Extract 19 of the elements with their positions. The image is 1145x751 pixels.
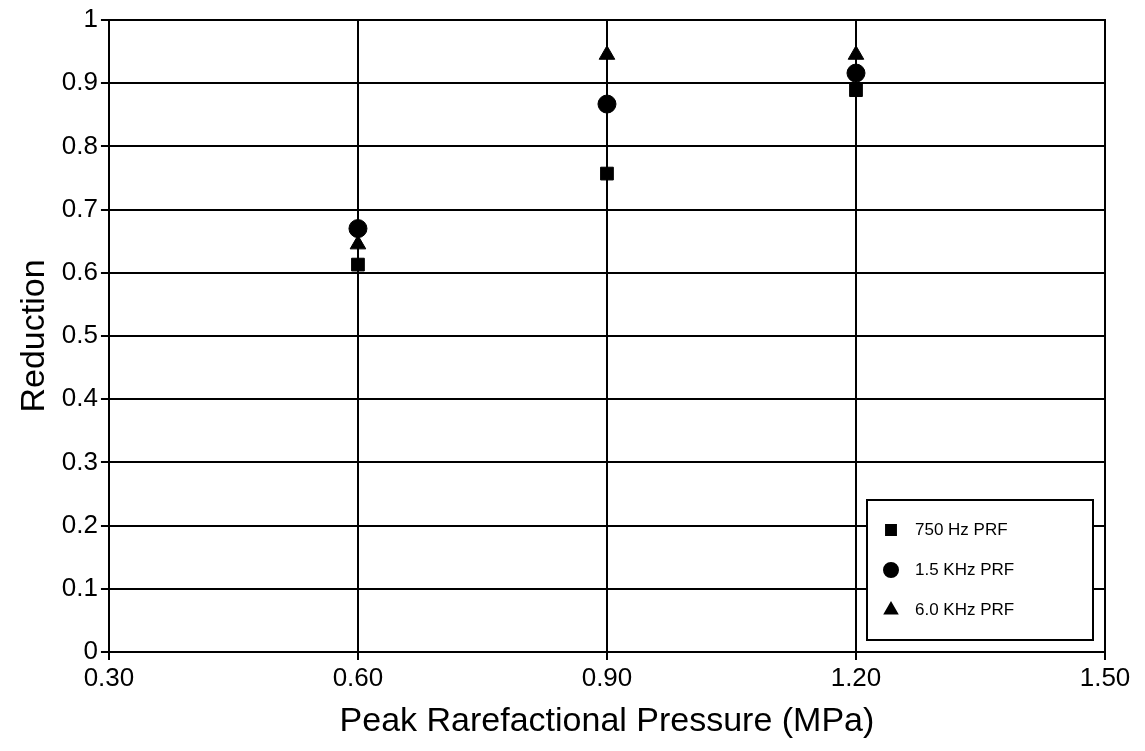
y-tick-label: 0.7 [61,192,98,223]
legend-label: 1.5 KHz PRF [915,559,1015,579]
x-tick-label: 1.20 [830,661,882,692]
x-tick-label: 1.50 [1079,661,1131,692]
y-tick-label: 0.4 [61,382,98,413]
x-tick-label: 0.90 [581,661,633,692]
y-tick-label: 0.5 [61,319,98,350]
x-tick-label: 0.60 [332,661,384,692]
y-axis-title: Reduction [12,259,51,413]
x-axis-title: Peak Rarefactional Pressure (MPa) [339,699,875,738]
legend-label: 6.0 KHz PRF [915,599,1015,619]
y-tick-label: 0.3 [61,445,98,476]
y-tick-label: 1 [83,3,98,34]
y-tick-label: 0.1 [61,571,98,602]
y-tick-label: 0.9 [61,66,98,97]
y-tick-label: 0.2 [61,508,98,539]
legend-label: 750 Hz PRF [915,519,1008,539]
y-tick-label: 0.8 [61,129,98,160]
y-tick-label: 0.6 [61,255,98,286]
